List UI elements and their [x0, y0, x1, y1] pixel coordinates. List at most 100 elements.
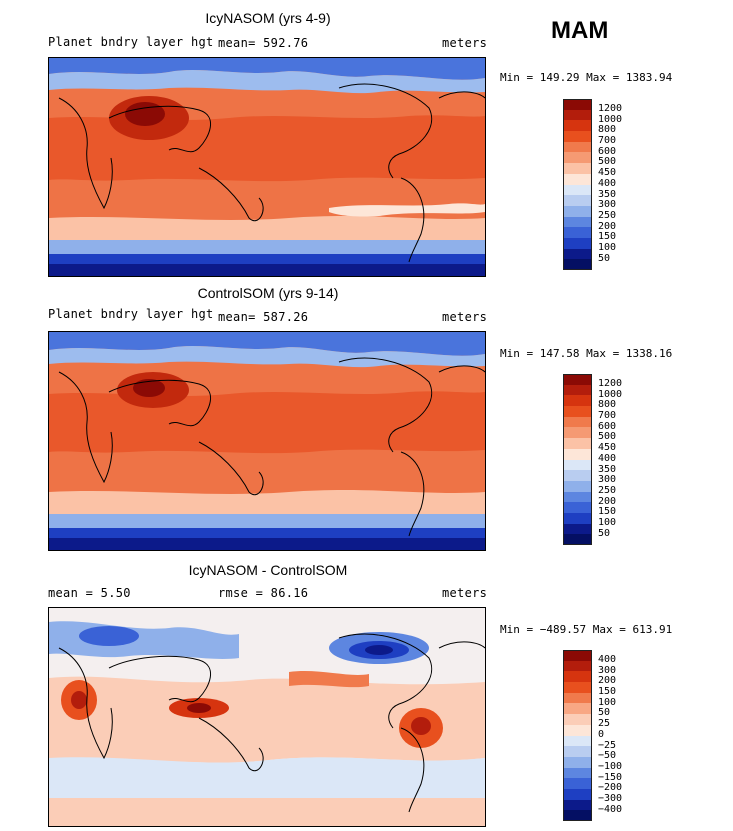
panel-2-mean-label: mean= 587.26	[218, 310, 309, 324]
colorbar-tick-label: 500	[598, 156, 617, 168]
panel-3-map-graphic	[49, 608, 485, 826]
colorbar-swatch	[563, 810, 592, 821]
colorbar-tick-label: 50	[598, 707, 611, 719]
colorbar-swatch	[563, 416, 592, 428]
colorbar-tick-label: 700	[598, 410, 617, 422]
colorbar-tick-label: 25	[598, 718, 611, 730]
colorbar-tick-label: 100	[598, 241, 617, 253]
colorbar-tick-label: 450	[598, 167, 617, 179]
panel-2-colorbar	[563, 374, 592, 545]
colorbar-tick-label: 1000	[598, 388, 623, 400]
colorbar-swatch	[563, 141, 592, 153]
colorbar-swatch	[563, 692, 592, 704]
colorbar-tick-label: −300	[598, 792, 623, 804]
colorbar-swatch	[563, 502, 592, 513]
colorbar-tick-label: 500	[598, 431, 617, 443]
colorbar-tick-label: 200	[598, 675, 617, 687]
panel-1-map	[48, 57, 486, 277]
season-label: MAM	[551, 17, 609, 44]
panel-1-title: IcyNASOM (yrs 4-9)	[205, 10, 331, 26]
colorbar-swatch	[563, 778, 592, 789]
colorbar-swatch	[563, 491, 592, 503]
colorbar-tick-label: 800	[598, 399, 617, 411]
colorbar-tick-label: −200	[598, 782, 623, 794]
panel-3-map	[48, 607, 486, 827]
colorbar-swatch	[563, 756, 592, 768]
colorbar-swatch	[563, 438, 592, 449]
panel-1-colorbar	[563, 99, 592, 270]
panel-3-title: IcyNASOM - ControlSOM	[188, 562, 348, 578]
colorbar-tick-label: 800	[598, 124, 617, 136]
colorbar-swatch	[563, 120, 592, 132]
colorbar-swatch	[563, 395, 592, 407]
colorbar-swatch	[563, 735, 592, 747]
colorbar-swatch	[563, 470, 592, 481]
colorbar-swatch	[563, 384, 592, 396]
panel-1-minmax: Min = 149.29 Max = 1383.94	[500, 71, 673, 84]
colorbar-tick-label: 700	[598, 135, 617, 147]
colorbar-tick-label: 1200	[598, 378, 623, 389]
panel-2-map	[48, 331, 486, 551]
colorbar-swatch	[563, 131, 592, 142]
colorbar-tick-label: 300	[598, 199, 617, 211]
colorbar-tick-label: 300	[598, 664, 617, 676]
panel-3-colorbar	[563, 650, 592, 821]
colorbar-tick-label: 50	[598, 527, 611, 539]
panel-2-title: ControlSOM (yrs 9-14)	[197, 285, 339, 301]
colorbar-tick-label: 350	[598, 463, 617, 475]
panel-3-colorbar-labels: 400 300 200 150 100 50 25 0 −25 −50 −100 −150 −200 −3…	[598, 654, 623, 815]
colorbar-tick-label: 1200	[598, 103, 623, 114]
colorbar-swatch	[563, 724, 592, 736]
colorbar-swatch	[563, 259, 592, 270]
colorbar-swatch	[563, 671, 592, 683]
panel-1-map-graphic	[49, 58, 485, 276]
colorbar-tick-label: −50	[598, 750, 617, 762]
colorbar-swatch	[563, 109, 592, 121]
colorbar-tick-label: 200	[598, 495, 617, 507]
colorbar-tick-label: 300	[598, 474, 617, 486]
colorbar-tick-label: 250	[598, 209, 617, 221]
panel-2-units-label: meters	[442, 310, 488, 324]
colorbar-swatch	[563, 650, 592, 661]
colorbar-tick-label: 1000	[598, 113, 623, 125]
colorbar-swatch	[563, 534, 592, 545]
colorbar-tick-label: 400	[598, 654, 617, 665]
colorbar-swatch	[563, 799, 592, 811]
colorbar-swatch	[563, 427, 592, 439]
colorbar-swatch	[563, 248, 592, 260]
colorbar-tick-label: −400	[598, 803, 623, 815]
colorbar-swatch	[563, 448, 592, 460]
colorbar-swatch	[563, 195, 592, 206]
colorbar-swatch	[563, 237, 592, 249]
panel-3-rmse-label: rmse = 86.16	[218, 586, 309, 600]
colorbar-tick-label: 600	[598, 420, 617, 432]
colorbar-tick-label: 100	[598, 696, 617, 708]
panel-1-variable-label: Planet bndry layer hgt	[48, 35, 214, 49]
panel-1-mean-label: mean= 592.76	[218, 36, 309, 50]
colorbar-tick-label: 100	[598, 516, 617, 528]
colorbar-swatch	[563, 406, 592, 417]
colorbar-swatch	[563, 480, 592, 492]
colorbar-tick-label: 250	[598, 484, 617, 496]
colorbar-swatch	[563, 703, 592, 715]
panel-2-variable-label: Planet bndry layer hgt	[48, 307, 214, 321]
colorbar-swatch	[563, 746, 592, 757]
colorbar-swatch	[563, 173, 592, 185]
colorbar-tick-label: −150	[598, 771, 623, 783]
colorbar-tick-label: 0	[598, 728, 605, 740]
panel-3-units-label: meters	[442, 586, 488, 600]
colorbar-tick-label: −100	[598, 760, 623, 772]
colorbar-swatch	[563, 660, 592, 672]
colorbar-swatch	[563, 788, 592, 800]
colorbar-swatch	[563, 227, 592, 238]
panel-3-minmax: Min = −489.57 Max = 613.91	[500, 623, 673, 636]
colorbar-tick-label: 400	[598, 177, 617, 189]
colorbar-swatch	[563, 216, 592, 228]
colorbar-swatch	[563, 184, 592, 196]
colorbar-swatch	[563, 682, 592, 693]
colorbar-swatch	[563, 523, 592, 535]
colorbar-tick-label: 600	[598, 145, 617, 157]
colorbar-tick-label: 200	[598, 220, 617, 232]
panel-1-units-label: meters	[442, 36, 488, 50]
colorbar-swatch	[563, 152, 592, 164]
